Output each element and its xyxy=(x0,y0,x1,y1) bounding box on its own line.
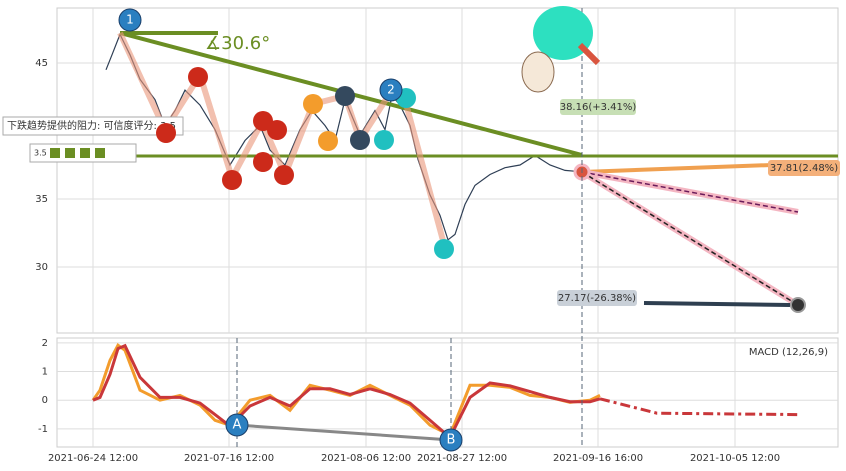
target-box xyxy=(768,160,840,176)
note-icon xyxy=(318,131,338,151)
x-tick-label: 2021-09-16 16:00 xyxy=(553,453,643,464)
angle-label: ∡30.6° xyxy=(205,33,270,54)
star-icon xyxy=(65,148,75,158)
marker xyxy=(379,78,403,102)
score-label: 3.5 xyxy=(34,149,47,158)
y-tick-label: 30 xyxy=(35,262,48,273)
target-dot xyxy=(790,297,806,313)
target-label: 37.81(2.48%) xyxy=(770,163,838,174)
mascot xyxy=(577,42,601,66)
x-tick-label: 2021-08-27 12:00 xyxy=(417,453,507,464)
x-tick-label: 2021-06-24 12:00 xyxy=(48,453,138,464)
star-icon xyxy=(95,148,105,158)
mascot xyxy=(533,6,593,60)
note-icon xyxy=(188,67,208,87)
note-icon xyxy=(374,130,394,150)
star-icon xyxy=(80,148,90,158)
star-icon xyxy=(50,148,60,158)
marker-label: B xyxy=(447,433,456,448)
y-tick-label: 45 xyxy=(35,58,48,69)
y-tick-label: 0 xyxy=(42,395,48,406)
y-tick-label: 2 xyxy=(42,338,48,349)
marker-label: A xyxy=(233,418,242,433)
note-icon xyxy=(335,86,355,106)
arrow xyxy=(643,301,791,307)
divergence-line xyxy=(236,423,452,442)
annotations: ∡30.6° 38.16(+3.41%) 37.81(2.48%) 27.17(… xyxy=(2,6,840,452)
target-label: 27.17(-26.38%) xyxy=(558,293,636,304)
forecast-line xyxy=(581,171,799,213)
y-tick-label: 35 xyxy=(35,194,48,205)
note-icons xyxy=(156,67,454,259)
target-box xyxy=(560,99,636,115)
marker xyxy=(225,413,249,437)
note-icon xyxy=(303,94,323,114)
y-tick-label: -1 xyxy=(38,424,48,435)
target-label: 38.16(+3.41%) xyxy=(560,102,637,113)
note-icon xyxy=(156,123,176,143)
y-tick-label: 1 xyxy=(42,367,48,378)
macd-title: MACD (12,26,9) xyxy=(749,347,828,358)
note-icon xyxy=(434,239,454,259)
x-tick-label: 2021-08-06 12:00 xyxy=(321,453,411,464)
note-icon xyxy=(274,165,294,185)
marker xyxy=(439,428,463,452)
marker-label: 1 xyxy=(126,13,134,27)
forecast-line xyxy=(581,171,799,306)
note-icon xyxy=(253,152,273,172)
forecast-line xyxy=(581,162,799,174)
marker-label: 2 xyxy=(387,83,395,97)
marker xyxy=(118,8,142,32)
x-tick-label: 2021-10-05 12:00 xyxy=(690,453,780,464)
mascot xyxy=(521,51,555,93)
price-panel xyxy=(56,7,839,334)
note-icon xyxy=(350,130,370,150)
resistance-box xyxy=(2,116,184,136)
series-line xyxy=(92,343,601,440)
target-box xyxy=(557,290,637,306)
x-tick-label: 2021-07-16 12:00 xyxy=(184,453,274,464)
note-icon xyxy=(222,170,242,190)
note-icon xyxy=(267,120,287,140)
series-line xyxy=(599,397,801,417)
resistance-label: 下跌趋势提供的阻力: 可信度评分: 3.5 xyxy=(7,119,176,132)
